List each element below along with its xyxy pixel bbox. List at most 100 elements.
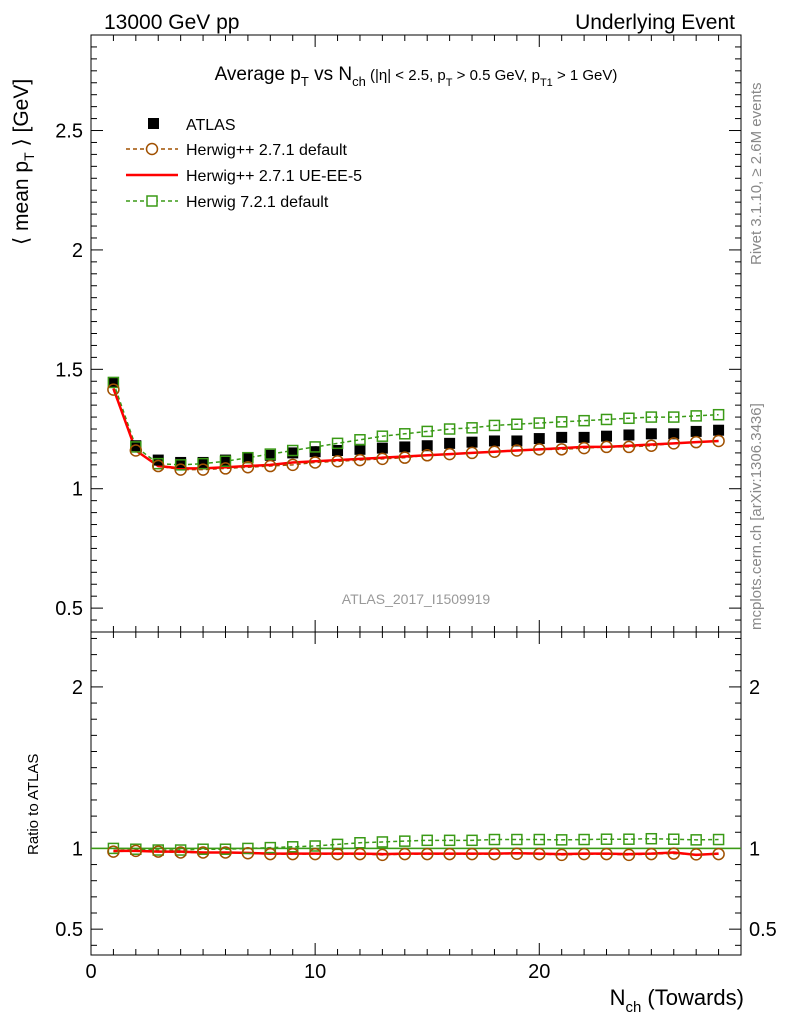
title-cuts-1: (|η| < 2.5, p <box>366 67 446 84</box>
series-line-herwigpp-ue <box>112 387 719 470</box>
herwigpp-default-point <box>465 446 479 460</box>
main-ytick-label: 1.5 <box>55 359 83 381</box>
ratio-herwigpp-default-point <box>600 847 613 861</box>
atlas-point <box>466 436 478 448</box>
ratio-herwig7-point <box>354 837 366 849</box>
herwigpp-default-point <box>219 462 232 475</box>
xtick-label: 0 <box>85 961 96 983</box>
herwigpp-default-point <box>600 440 613 454</box>
atlas-point <box>645 428 657 440</box>
atlas-point <box>533 433 545 445</box>
main-ylabel-a: ⟨ mean p <box>10 161 33 245</box>
ratio-ytick-label: 0.5 <box>55 919 83 941</box>
ratio-herwigpp-default-point <box>151 845 165 858</box>
main-ytick-label: 1 <box>72 479 83 501</box>
ratio-herwig7-point <box>690 834 702 846</box>
herwig7-point <box>107 376 120 389</box>
atlas-point <box>578 431 590 443</box>
x-axis-label: Nch (Towards) <box>610 985 744 1016</box>
ratio-herwigpp-default-point <box>398 847 412 861</box>
herwig7-point <box>286 444 299 457</box>
ratio-herwigpp-default-point <box>308 847 322 861</box>
ratio-ticks: 0.5 0.5 1 1 2 2 <box>55 637 777 946</box>
atlas-point <box>421 440 433 452</box>
atlas-point <box>287 447 299 459</box>
herwig7-point <box>623 412 635 425</box>
ratio-herwig7-point <box>668 833 680 845</box>
herwig7-point <box>712 408 725 421</box>
atlas-point <box>556 431 568 443</box>
ratio-herwigpp-default-point <box>622 848 636 862</box>
herwig7-point <box>242 451 254 464</box>
legend-label-atlas: ATLAS <box>186 117 236 134</box>
herwigpp-default-point <box>689 435 703 449</box>
ratio-herwig7-point <box>399 835 411 847</box>
herwig7-point <box>690 410 702 422</box>
title-cuts-3: > 1 GeV) <box>553 67 618 84</box>
herwigpp-default-point <box>331 455 344 468</box>
herwig7-point <box>331 437 344 450</box>
title-cuts-2: > 0.5 GeV, p <box>453 67 540 84</box>
ratio-herwig7-point <box>600 833 613 845</box>
herwig7-point <box>376 430 389 442</box>
herwig7-point <box>511 418 523 430</box>
ratio-herwig7-point <box>286 841 299 853</box>
ratio-herwigpp-default-point <box>376 848 389 862</box>
ratio-ytick-label: 2 <box>72 677 83 699</box>
ratio-herwigpp-default-point <box>129 844 143 858</box>
ratio-herwigpp-default-point <box>533 847 546 861</box>
herwigpp-default-point <box>353 453 367 467</box>
ratio-line-herwigpp-ue <box>113 849 719 857</box>
legend-item-herwigpp-default: Herwig++ 2.7.1 default <box>126 142 348 159</box>
herwig7-point <box>533 417 546 429</box>
xlabel-sub: ch <box>625 999 641 1016</box>
herwigpp-default-point <box>286 458 299 472</box>
main-ylabel: ⟨ mean pT ⟩ [GeV] <box>10 79 37 245</box>
main-ylabel-b: ⟩ [GeV] <box>10 79 33 153</box>
atlas-point <box>376 442 388 454</box>
ratio-herwigpp-default-point <box>286 847 299 861</box>
atlas-point <box>332 445 344 457</box>
herwigpp-default-point <box>398 451 412 464</box>
legend-marker-herwigpp-default <box>145 142 159 156</box>
ratio-herwig7-point <box>466 834 478 847</box>
atlas-point <box>444 437 456 449</box>
herwig7-point <box>668 411 680 423</box>
ratio-herwig7-point <box>578 833 590 846</box>
herwig7-point <box>399 428 411 440</box>
main-ytick-label: 0.5 <box>55 598 83 620</box>
title-vs: vs N <box>309 64 352 85</box>
ratio-herwig7-point <box>533 833 546 846</box>
atlas-point <box>713 424 725 436</box>
ratio-herwigpp-default-point <box>689 848 703 861</box>
ratio-herwig7-point <box>712 833 725 846</box>
ratio-panel-frame <box>90 631 742 956</box>
herwig7-point <box>219 455 232 468</box>
herwigpp-default-point <box>107 383 120 396</box>
legend: ATLAS Herwig++ 2.7.1 default Herwig++ 2.… <box>126 117 362 211</box>
plot-title: Average pT vs Nch (|η| < 2.5, pT > 0.5 G… <box>215 64 618 89</box>
ratio-herwig7-point <box>555 834 568 846</box>
herwig7-point <box>555 416 568 428</box>
ratio-herwigpp-default-point <box>264 847 277 861</box>
herwig7-point <box>466 422 478 434</box>
ratio-herwigpp-default-point <box>174 846 187 859</box>
legend-item-atlas: ATLAS <box>148 117 236 134</box>
ratio-herwig7-point <box>645 832 658 845</box>
herwigpp-default-point <box>667 437 681 450</box>
ratio-herwigpp-default-point <box>577 847 591 861</box>
herwig7-point <box>197 457 209 470</box>
main-ytick-label: 2 <box>72 240 83 262</box>
herwig7-point <box>264 448 277 460</box>
herwigpp-default-point <box>555 443 568 456</box>
ratio-ytick-label: 1 <box>72 838 83 860</box>
herwig7-point <box>354 434 366 446</box>
header-right: Underlying Event <box>575 11 735 34</box>
herwig7-point <box>174 459 187 471</box>
atlas-point <box>219 454 231 466</box>
herwig7-point <box>421 425 433 438</box>
main-series <box>107 376 725 476</box>
ratio-herwigpp-default-point <box>107 845 120 858</box>
legend-label-herwigpp-ue: Herwig++ 2.7.1 UE-EE-5 <box>186 168 362 185</box>
herwigpp-default-point <box>577 441 591 455</box>
